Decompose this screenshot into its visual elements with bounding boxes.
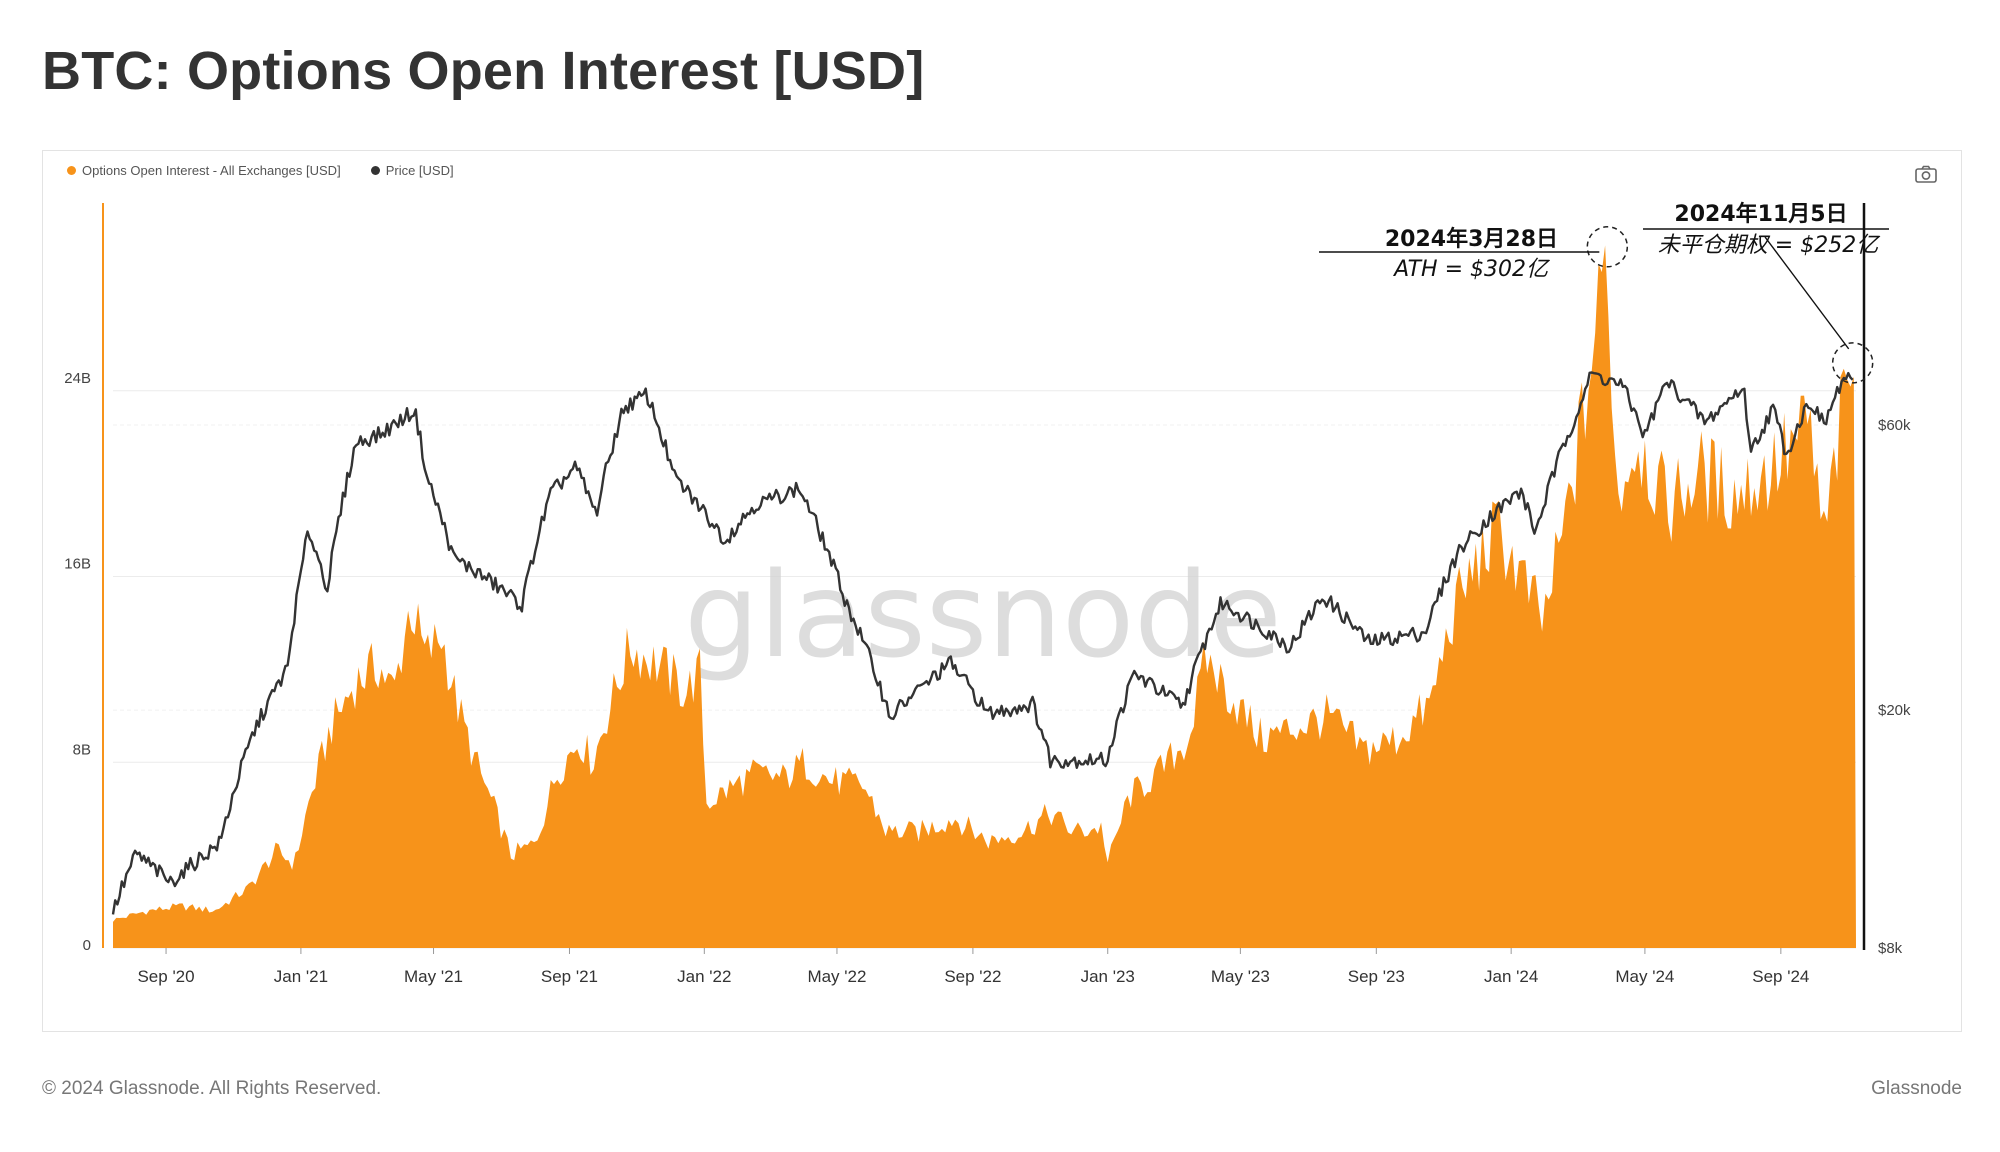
x-axis-tick-label: Jan '24 <box>1484 967 1538 986</box>
right-axis-tick-label: $20k <box>1878 702 1911 719</box>
x-axis-tick-label: Sep '21 <box>541 967 598 986</box>
left-axis-tick-label: 24B <box>64 370 91 387</box>
annotation-ath-value: ATH = $302亿 <box>1392 257 1551 282</box>
right-axis-tick-label: $60k <box>1878 417 1911 434</box>
left-axis-tick-label: 8B <box>73 741 91 758</box>
annotation-ath-date: 2024年3月28日 <box>1385 226 1558 252</box>
chart-legend: Options Open Interest - All Exchanges [U… <box>67 163 454 178</box>
x-axis-tick-label: May '22 <box>807 967 866 986</box>
x-axis-tick-label: Sep '22 <box>944 967 1001 986</box>
left-axis-tick-label: 16B <box>64 556 91 573</box>
series-options-open-interest-area <box>113 245 1856 948</box>
right-axis-tick-label: $8k <box>1878 940 1903 957</box>
x-axis-tick-label: Sep '20 <box>137 967 194 986</box>
left-axis-tick-label: 0 <box>83 937 91 954</box>
annotation-nov-pointer <box>1764 236 1850 350</box>
x-axis-tick-label: May '23 <box>1211 967 1270 986</box>
annotation-nov-date: 2024年11月5日 <box>1674 201 1847 227</box>
annotation-nov-value: 未平仓期权 = $252亿 <box>1658 233 1881 258</box>
chart-svg: glassnode 0 8B 16B 24B $8k $20k $60k Sep '20 Jan … <box>64 201 1911 986</box>
x-axis-tick-label: Sep '23 <box>1348 967 1405 986</box>
footer-copyright: © 2024 Glassnode. All Rights Reserved. <box>42 1078 382 1099</box>
x-axis-tick-label: May '21 <box>404 967 463 986</box>
x-axis-tick-label: Jan '23 <box>1081 967 1135 986</box>
legend-label-price: Price [USD] <box>385 163 454 178</box>
legend-item-price[interactable]: Price [USD] <box>370 163 454 178</box>
x-axis-tick-label: Sep '24 <box>1752 967 1809 986</box>
annotation-ath-circle <box>1586 226 1629 268</box>
page-title: BTC: Options Open Interest [USD] <box>42 41 925 101</box>
series-price-line <box>111 371 1854 915</box>
chart-panel: Options Open Interest - All Exchanges [U… <box>42 150 1962 1032</box>
legend-label-options: Options Open Interest - All Exchanges [U… <box>82 163 341 178</box>
x-axis-tick-label: May '24 <box>1615 967 1674 986</box>
camera-icon[interactable] <box>1915 165 1937 183</box>
annotation-nov-circle <box>1831 342 1874 384</box>
legend-item-options-open-interest[interactable]: Options Open Interest - All Exchanges [U… <box>67 163 341 178</box>
legend-dot-price <box>370 166 380 175</box>
legend-dot-options <box>67 166 76 175</box>
x-axis-tick-label: Jan '21 <box>274 967 328 986</box>
watermark-text: glassnode <box>684 546 1281 684</box>
footer-brand: Glassnode <box>1871 1078 1962 1099</box>
x-axis-tick-label: Jan '22 <box>677 967 731 986</box>
